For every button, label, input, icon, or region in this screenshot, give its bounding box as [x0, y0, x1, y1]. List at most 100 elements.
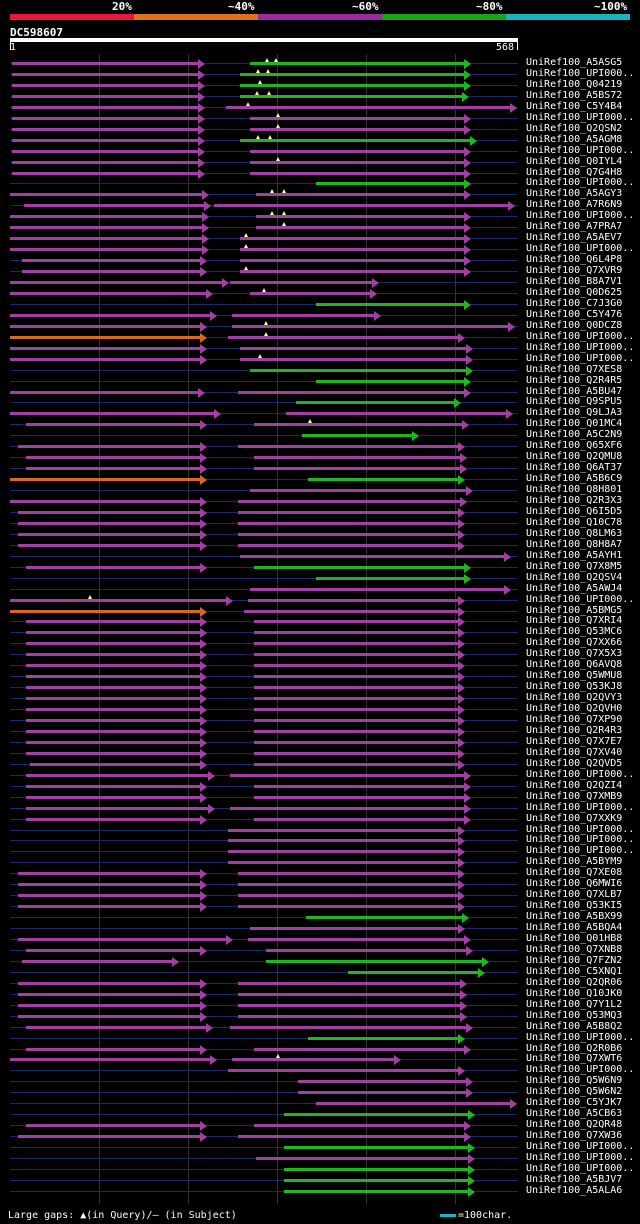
- alignment-segment[interactable]: [306, 916, 463, 920]
- hit-name-link[interactable]: UniRef100_Q7XV40: [526, 746, 623, 758]
- alignment-segment[interactable]: [238, 510, 459, 514]
- alignment-segment[interactable]: [254, 784, 465, 788]
- hit-name-link[interactable]: UniRef100_Q10JK0: [526, 987, 623, 999]
- hit-name-link[interactable]: UniRef100_Q5W6N9: [526, 1075, 623, 1087]
- hit-row[interactable]: UniRef100_Q8H801: [0, 484, 640, 497]
- alignment-segment[interactable]: [254, 729, 459, 733]
- alignment-segment[interactable]: [256, 193, 465, 197]
- hit-row[interactable]: UniRef100_C7J3G0: [0, 298, 640, 310]
- alignment-segment[interactable]: [26, 773, 209, 777]
- hit-row[interactable]: UniRef100_Q7XW36: [0, 1130, 640, 1143]
- alignment-segment[interactable]: [18, 521, 201, 525]
- hit-name-link[interactable]: UniRef100_Q7XNB8: [526, 943, 623, 955]
- hit-name-link[interactable]: UniRef100_Q7X7E7: [526, 735, 623, 747]
- hit-name-link[interactable]: UniRef100_Q7Y1L2: [526, 998, 623, 1010]
- alignment-segment[interactable]: [26, 423, 201, 427]
- hit-name-link[interactable]: UniRef100_Q7XXK9: [526, 812, 623, 824]
- alignment-segment[interactable]: [254, 795, 465, 799]
- alignment-segment[interactable]: [250, 489, 467, 493]
- hit-row[interactable]: UniRef100_UPI000..: [0, 1064, 640, 1077]
- hit-name-link[interactable]: UniRef100_UPI000..: [526, 1141, 635, 1153]
- hit-row[interactable]: UniRef100_B8A7V1: [0, 276, 640, 288]
- hit-name-link[interactable]: UniRef100_Q7X5X3: [526, 648, 623, 660]
- alignment-segment[interactable]: [254, 653, 459, 657]
- hit-row[interactable]: UniRef100_UPI000..: [0, 1141, 640, 1154]
- alignment-segment[interactable]: [228, 850, 459, 854]
- alignment-segment[interactable]: [240, 346, 467, 350]
- hit-name-link[interactable]: UniRef100_Q9LJA3: [526, 407, 623, 419]
- alignment-segment[interactable]: [250, 291, 371, 295]
- alignment-segment[interactable]: [254, 751, 459, 755]
- hit-name-link[interactable]: UniRef100_C5YJK7: [526, 1097, 623, 1109]
- hit-name-link[interactable]: UniRef100_Q7XRI4: [526, 615, 623, 627]
- alignment-segment[interactable]: [238, 521, 459, 525]
- hit-name-link[interactable]: UniRef100_Q2QMU8: [526, 451, 623, 463]
- alignment-segment[interactable]: [238, 500, 461, 503]
- alignment-segment[interactable]: [238, 390, 465, 394]
- alignment-segment[interactable]: [250, 927, 459, 931]
- alignment-segment[interactable]: [10, 346, 201, 350]
- hit-name-link[interactable]: UniRef100_UPI000..: [526, 1031, 635, 1043]
- alignment-segment[interactable]: [284, 1178, 469, 1182]
- alignment-segment[interactable]: [26, 456, 201, 460]
- hit-name-link[interactable]: UniRef100_Q0DCZ8: [526, 319, 623, 331]
- alignment-segment[interactable]: [238, 872, 459, 876]
- alignment-segment[interactable]: [18, 872, 201, 876]
- hit-row[interactable]: UniRef100_A5BJV7: [0, 1174, 640, 1186]
- alignment-segment[interactable]: [18, 1014, 201, 1018]
- alignment-segment[interactable]: [26, 817, 201, 821]
- hit-row[interactable]: UniRef100_Q2QMU8: [0, 451, 640, 464]
- hit-name-link[interactable]: UniRef100_A5BMG5: [526, 604, 623, 616]
- hit-name-link[interactable]: UniRef100_Q53MC6: [526, 626, 623, 638]
- alignment-segment[interactable]: [250, 149, 465, 153]
- hit-row[interactable]: UniRef100_UPI000..: [0, 834, 640, 847]
- hit-name-link[interactable]: UniRef100_C5XNQ1: [526, 965, 623, 977]
- alignment-segment[interactable]: [10, 291, 207, 295]
- hit-row[interactable]: UniRef100_Q7XV40: [0, 746, 640, 759]
- alignment-segment[interactable]: [10, 357, 201, 361]
- hit-name-link[interactable]: UniRef100_A5AGM8: [526, 133, 623, 145]
- hit-row[interactable]: UniRef100_Q53KJ8: [0, 681, 640, 694]
- hit-name-link[interactable]: UniRef100_UPI000..: [526, 210, 635, 222]
- alignment-segment[interactable]: [10, 598, 227, 602]
- alignment-segment[interactable]: [316, 182, 465, 186]
- hit-row[interactable]: UniRef100_Q7XRI4: [0, 615, 640, 628]
- hit-row[interactable]: UniRef100_Q2QR48: [0, 1119, 640, 1132]
- hit-row[interactable]: UniRef100_A5BYM9: [0, 856, 640, 869]
- hit-name-link[interactable]: UniRef100_B8A7V1: [526, 276, 623, 287]
- hit-name-link[interactable]: UniRef100_Q7XW36: [526, 1130, 623, 1142]
- hit-name-link[interactable]: UniRef100_Q7XLB7: [526, 889, 623, 901]
- hit-name-link[interactable]: UniRef100_Q7XX66: [526, 637, 623, 649]
- alignment-segment[interactable]: [244, 609, 459, 613]
- hit-row[interactable]: UniRef100_Q2QVH0: [0, 703, 640, 716]
- alignment-segment[interactable]: [26, 664, 201, 668]
- alignment-segment[interactable]: [12, 83, 199, 87]
- hit-row[interactable]: UniRef100_A5AWJ4: [0, 583, 640, 595]
- alignment-segment[interactable]: [10, 193, 203, 197]
- hit-name-link[interactable]: UniRef100_A7R6N9: [526, 199, 623, 211]
- hit-row[interactable]: UniRef100_A7PRA7: [0, 221, 640, 234]
- hit-row[interactable]: UniRef100_Q6MWI6: [0, 878, 640, 891]
- hit-name-link[interactable]: UniRef100_Q2QSV4: [526, 571, 623, 583]
- alignment-segment[interactable]: [26, 719, 201, 722]
- hit-row[interactable]: UniRef100_C5Y4B4: [0, 101, 640, 113]
- hit-name-link[interactable]: UniRef100_Q6AT37: [526, 462, 623, 474]
- hit-name-link[interactable]: UniRef100_Q0D625: [526, 286, 623, 298]
- hit-row[interactable]: UniRef100_Q7XWT6: [0, 1053, 640, 1066]
- alignment-segment[interactable]: [228, 335, 459, 339]
- alignment-segment[interactable]: [26, 467, 201, 471]
- hit-row[interactable]: UniRef100_Q7XXK9: [0, 812, 640, 825]
- alignment-segment[interactable]: [228, 1069, 459, 1073]
- alignment-segment[interactable]: [26, 653, 201, 657]
- alignment-segment[interactable]: [18, 1003, 201, 1007]
- hit-name-link[interactable]: UniRef100_UPI000..: [526, 834, 635, 846]
- alignment-segment[interactable]: [254, 1047, 465, 1051]
- alignment-segment[interactable]: [10, 248, 203, 252]
- hit-name-link[interactable]: UniRef100_Q2QSN2: [526, 122, 623, 134]
- hit-row[interactable]: UniRef100_Q5WMU8: [0, 670, 640, 683]
- alignment-segment[interactable]: [30, 762, 201, 766]
- alignment-segment[interactable]: [12, 116, 199, 120]
- hit-name-link[interactable]: UniRef100_C5Y476: [526, 308, 623, 320]
- alignment-segment[interactable]: [228, 861, 459, 865]
- hit-name-link[interactable]: UniRef100_A5BS72: [526, 89, 623, 101]
